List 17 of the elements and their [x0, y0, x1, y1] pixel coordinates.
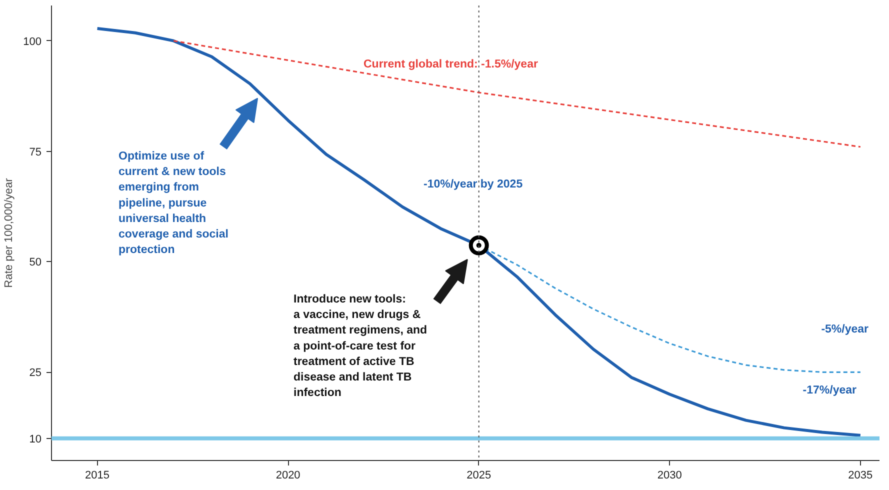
annotation: Introduce new tools: a vaccine, new drugs & treatment regimens, and a point-of-care test for treatment of active TB disease and latent TB infection	[294, 294, 428, 400]
y-axis-title: Rate per 100,000/year	[3, 178, 16, 288]
y-tick-label: 10	[29, 433, 42, 446]
x-tick-label: 2035	[848, 470, 873, 482]
y-tick-label: 75	[29, 146, 42, 158]
y-tick-label: 100	[23, 36, 42, 48]
y-tick-label: 25	[29, 367, 42, 380]
annotation: -17%/year	[802, 384, 858, 396]
x-tick-label: 2015	[85, 470, 110, 482]
y-tick-label: 50	[29, 256, 42, 269]
x-tick-label: 2020	[276, 470, 300, 482]
x-tick-label: 2030	[657, 470, 682, 482]
annotation: Current global trend: -1.5%/year	[364, 58, 538, 70]
x-tick-label: 2025	[466, 470, 492, 482]
annotation: Optimize use of current & new tools emerging from pipeline, pursue universal health coverage and social protection	[118, 150, 228, 256]
annotation: -5%/year	[821, 324, 870, 336]
annotation: -10%/year by 2025	[424, 178, 524, 190]
